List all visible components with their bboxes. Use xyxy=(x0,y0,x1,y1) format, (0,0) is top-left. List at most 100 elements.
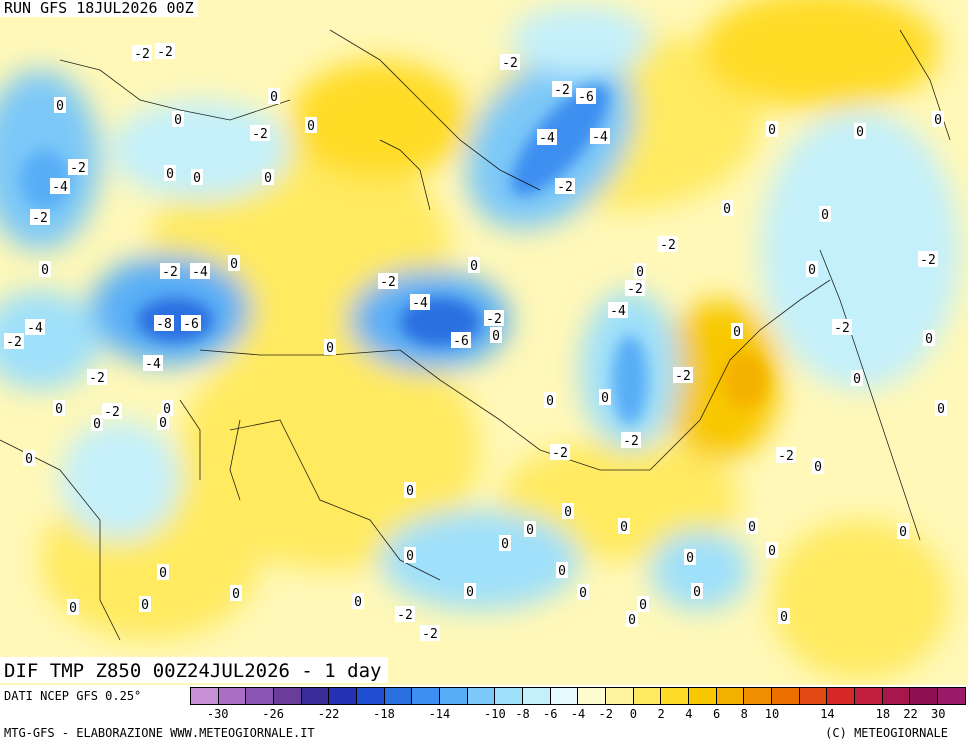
contour-label-bg xyxy=(324,339,336,355)
colorbar-tick-label: -2 xyxy=(598,707,613,721)
colorbar-swatch xyxy=(855,688,883,704)
contour-label-bg xyxy=(923,330,935,346)
colorbar-swatch xyxy=(633,688,662,704)
contour-label: 0 xyxy=(579,586,587,601)
colorbar-swatch xyxy=(910,688,939,704)
contour-label: 0 xyxy=(141,598,149,613)
contour-label-bg xyxy=(305,117,317,133)
colorbar-swatch xyxy=(412,688,441,704)
contour-label-bg xyxy=(4,333,24,349)
contour-label-bg xyxy=(935,400,947,416)
colorbar-swatch xyxy=(191,688,219,704)
contour-label: 0 xyxy=(723,202,731,217)
contour-label-bg xyxy=(766,542,778,558)
contour-label-bg xyxy=(626,611,638,627)
contour-label: 0 xyxy=(163,402,171,417)
contour-label-bg xyxy=(555,178,575,194)
colorbar-swatch xyxy=(938,688,965,704)
contour-label-bg xyxy=(625,280,645,296)
contour-label: 0 xyxy=(601,391,609,406)
colorbar-swatch xyxy=(744,688,773,704)
colorbar-tick-label: -18 xyxy=(373,707,395,721)
run-label: RUN GFS 18JUL2026 00Z xyxy=(0,0,198,17)
contour-label: -4 xyxy=(610,304,626,319)
contour-label: 0 xyxy=(768,544,776,559)
contour-label-bg xyxy=(352,593,364,609)
contour-label-bg xyxy=(854,123,866,139)
contour-label-bg xyxy=(500,54,520,70)
contour-label-bg xyxy=(490,327,502,343)
contour-label-bg xyxy=(395,606,415,622)
contour-label: -2 xyxy=(778,449,794,464)
contour-label: 0 xyxy=(41,263,49,278)
contour-label: -2 xyxy=(627,282,643,297)
colorbar-swatch xyxy=(329,688,358,704)
contour-label: 0 xyxy=(69,601,77,616)
contour-label-bg xyxy=(658,236,678,252)
contour-label-bg xyxy=(161,400,173,416)
contour-label-bg xyxy=(684,549,696,565)
colorbar-swatch xyxy=(772,688,800,704)
colorbar-tick-label: -6 xyxy=(543,707,558,721)
colorbar-swatch xyxy=(827,688,856,704)
contour-label: 0 xyxy=(326,341,334,356)
colorbar-tick-label: 14 xyxy=(820,707,835,721)
contour-label: 0 xyxy=(232,587,240,602)
contour-label-bg xyxy=(918,251,938,267)
data-source-label: DATI NCEP GFS 0.25° xyxy=(4,689,142,703)
contour-label: -4 xyxy=(145,357,161,372)
contour-label: 0 xyxy=(693,585,701,600)
contour-label-bg xyxy=(468,257,480,273)
colorbar-tick-label: 8 xyxy=(740,707,748,721)
contour-label-bg xyxy=(143,355,163,371)
contour-label-bg xyxy=(552,81,572,97)
contour-label: 0 xyxy=(639,598,647,613)
colorbar-tick-label: -10 xyxy=(484,707,506,721)
colorbar-tick-label: -26 xyxy=(262,707,284,721)
contour-label-bg xyxy=(172,111,184,127)
contour-label: 0 xyxy=(937,402,945,417)
contour-label-bg xyxy=(673,367,693,383)
contour-label-bg xyxy=(621,432,641,448)
contour-label: -2 xyxy=(675,369,691,384)
contour-label-bg xyxy=(378,273,398,289)
contour-label: -6 xyxy=(183,317,199,332)
contour-label-bg xyxy=(577,584,589,600)
contour-label: 0 xyxy=(56,99,64,114)
contour-label: 0 xyxy=(899,525,907,540)
contour-label-bg xyxy=(68,159,88,175)
contour-label-bg xyxy=(190,263,210,279)
contour-label: 0 xyxy=(492,329,500,344)
contour-label: -2 xyxy=(397,608,413,623)
contour-label: -2 xyxy=(422,627,438,642)
contour-label-bg xyxy=(268,88,280,104)
contour-label-bg xyxy=(812,458,824,474)
colorbar-ticks: -30 -26 -22 -18 -14 -10 -8 -6 -4 -2 0 2 4 6 8 10 14 18 22 3… xyxy=(190,707,966,723)
contour-label: -2 xyxy=(380,275,396,290)
contour-label: 0 xyxy=(470,259,478,274)
contour-label-bg xyxy=(102,403,122,419)
contour-label: 0 xyxy=(636,265,644,280)
contour-label-bg xyxy=(590,128,610,144)
contour-label-bg xyxy=(819,206,831,222)
colorbar-swatch xyxy=(550,688,579,704)
contour-label-bg xyxy=(618,518,630,534)
contour-label-bg xyxy=(721,200,733,216)
contour-label: -2 xyxy=(552,446,568,461)
contour-label-bg xyxy=(562,503,574,519)
contour-label: 0 xyxy=(628,613,636,628)
contour-label: 0 xyxy=(620,520,628,535)
contour-label: -2 xyxy=(486,312,502,327)
contour-label-bg xyxy=(637,596,649,612)
contour-label-bg xyxy=(550,444,570,460)
contour-label-bg xyxy=(157,564,169,580)
contour-label: -2 xyxy=(89,371,105,386)
contour-label-bg xyxy=(191,169,203,185)
contour-label-bg xyxy=(776,447,796,463)
contour-label-bg xyxy=(404,482,416,498)
contour-label-bg xyxy=(164,165,176,181)
contour-label: 0 xyxy=(808,263,816,278)
colorbar-tick-label: -30 xyxy=(206,707,229,721)
contour-label-bg xyxy=(39,261,51,277)
contour-label-bg xyxy=(54,97,66,113)
